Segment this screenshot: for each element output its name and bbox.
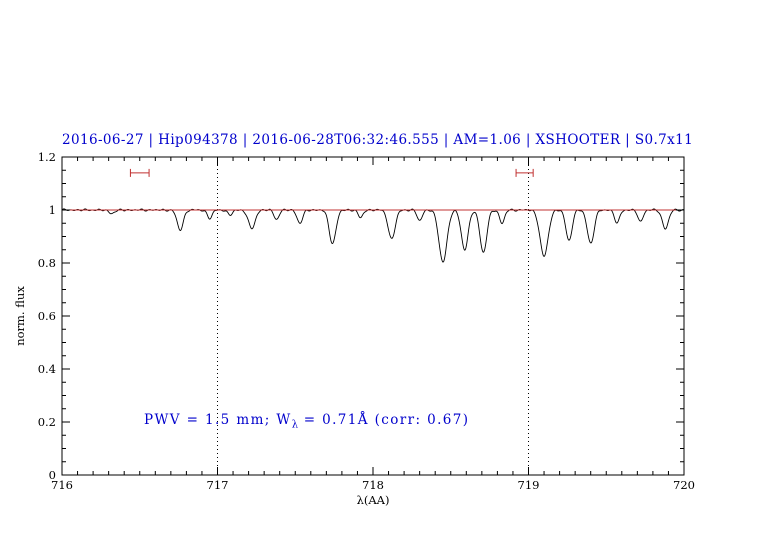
y-tick-label: 0.2 [38, 415, 56, 429]
y-tick-label: 0.8 [38, 256, 56, 270]
y-tick-label: 1 [49, 203, 56, 217]
y-tick-label: 0 [49, 468, 56, 482]
pwv-annotation: PWV = 1.5 mm; Wλ = 0.71Å (corr: 0.67) [144, 412, 469, 431]
plot-frame [61, 156, 685, 476]
x-tick-label: 717 [207, 478, 229, 492]
y-tick-label: 0.4 [38, 362, 56, 376]
pwv-annotation-lambda-sub: λ [291, 419, 299, 431]
y-tick-label: 1.2 [38, 150, 56, 164]
spectrum-line [61, 208, 685, 263]
y-tick-label: 0.6 [38, 309, 56, 323]
plot-title: 2016-06-27 | Hip094378 | 2016-06-28T06:3… [62, 132, 694, 148]
x-tick-label: 718 [362, 478, 384, 492]
x-tick-label: 720 [673, 478, 695, 492]
y-axis-label: norm. flux [13, 286, 27, 346]
pwv-annotation-prefix: PWV = 1.5 mm; W [144, 412, 292, 428]
x-tick-label: 719 [518, 478, 540, 492]
x-axis-label: λ(AA) [356, 493, 390, 507]
pwv-annotation-suffix: = 0.71Å (corr: 0.67) [298, 412, 470, 428]
x-tick-label: 716 [51, 478, 73, 492]
